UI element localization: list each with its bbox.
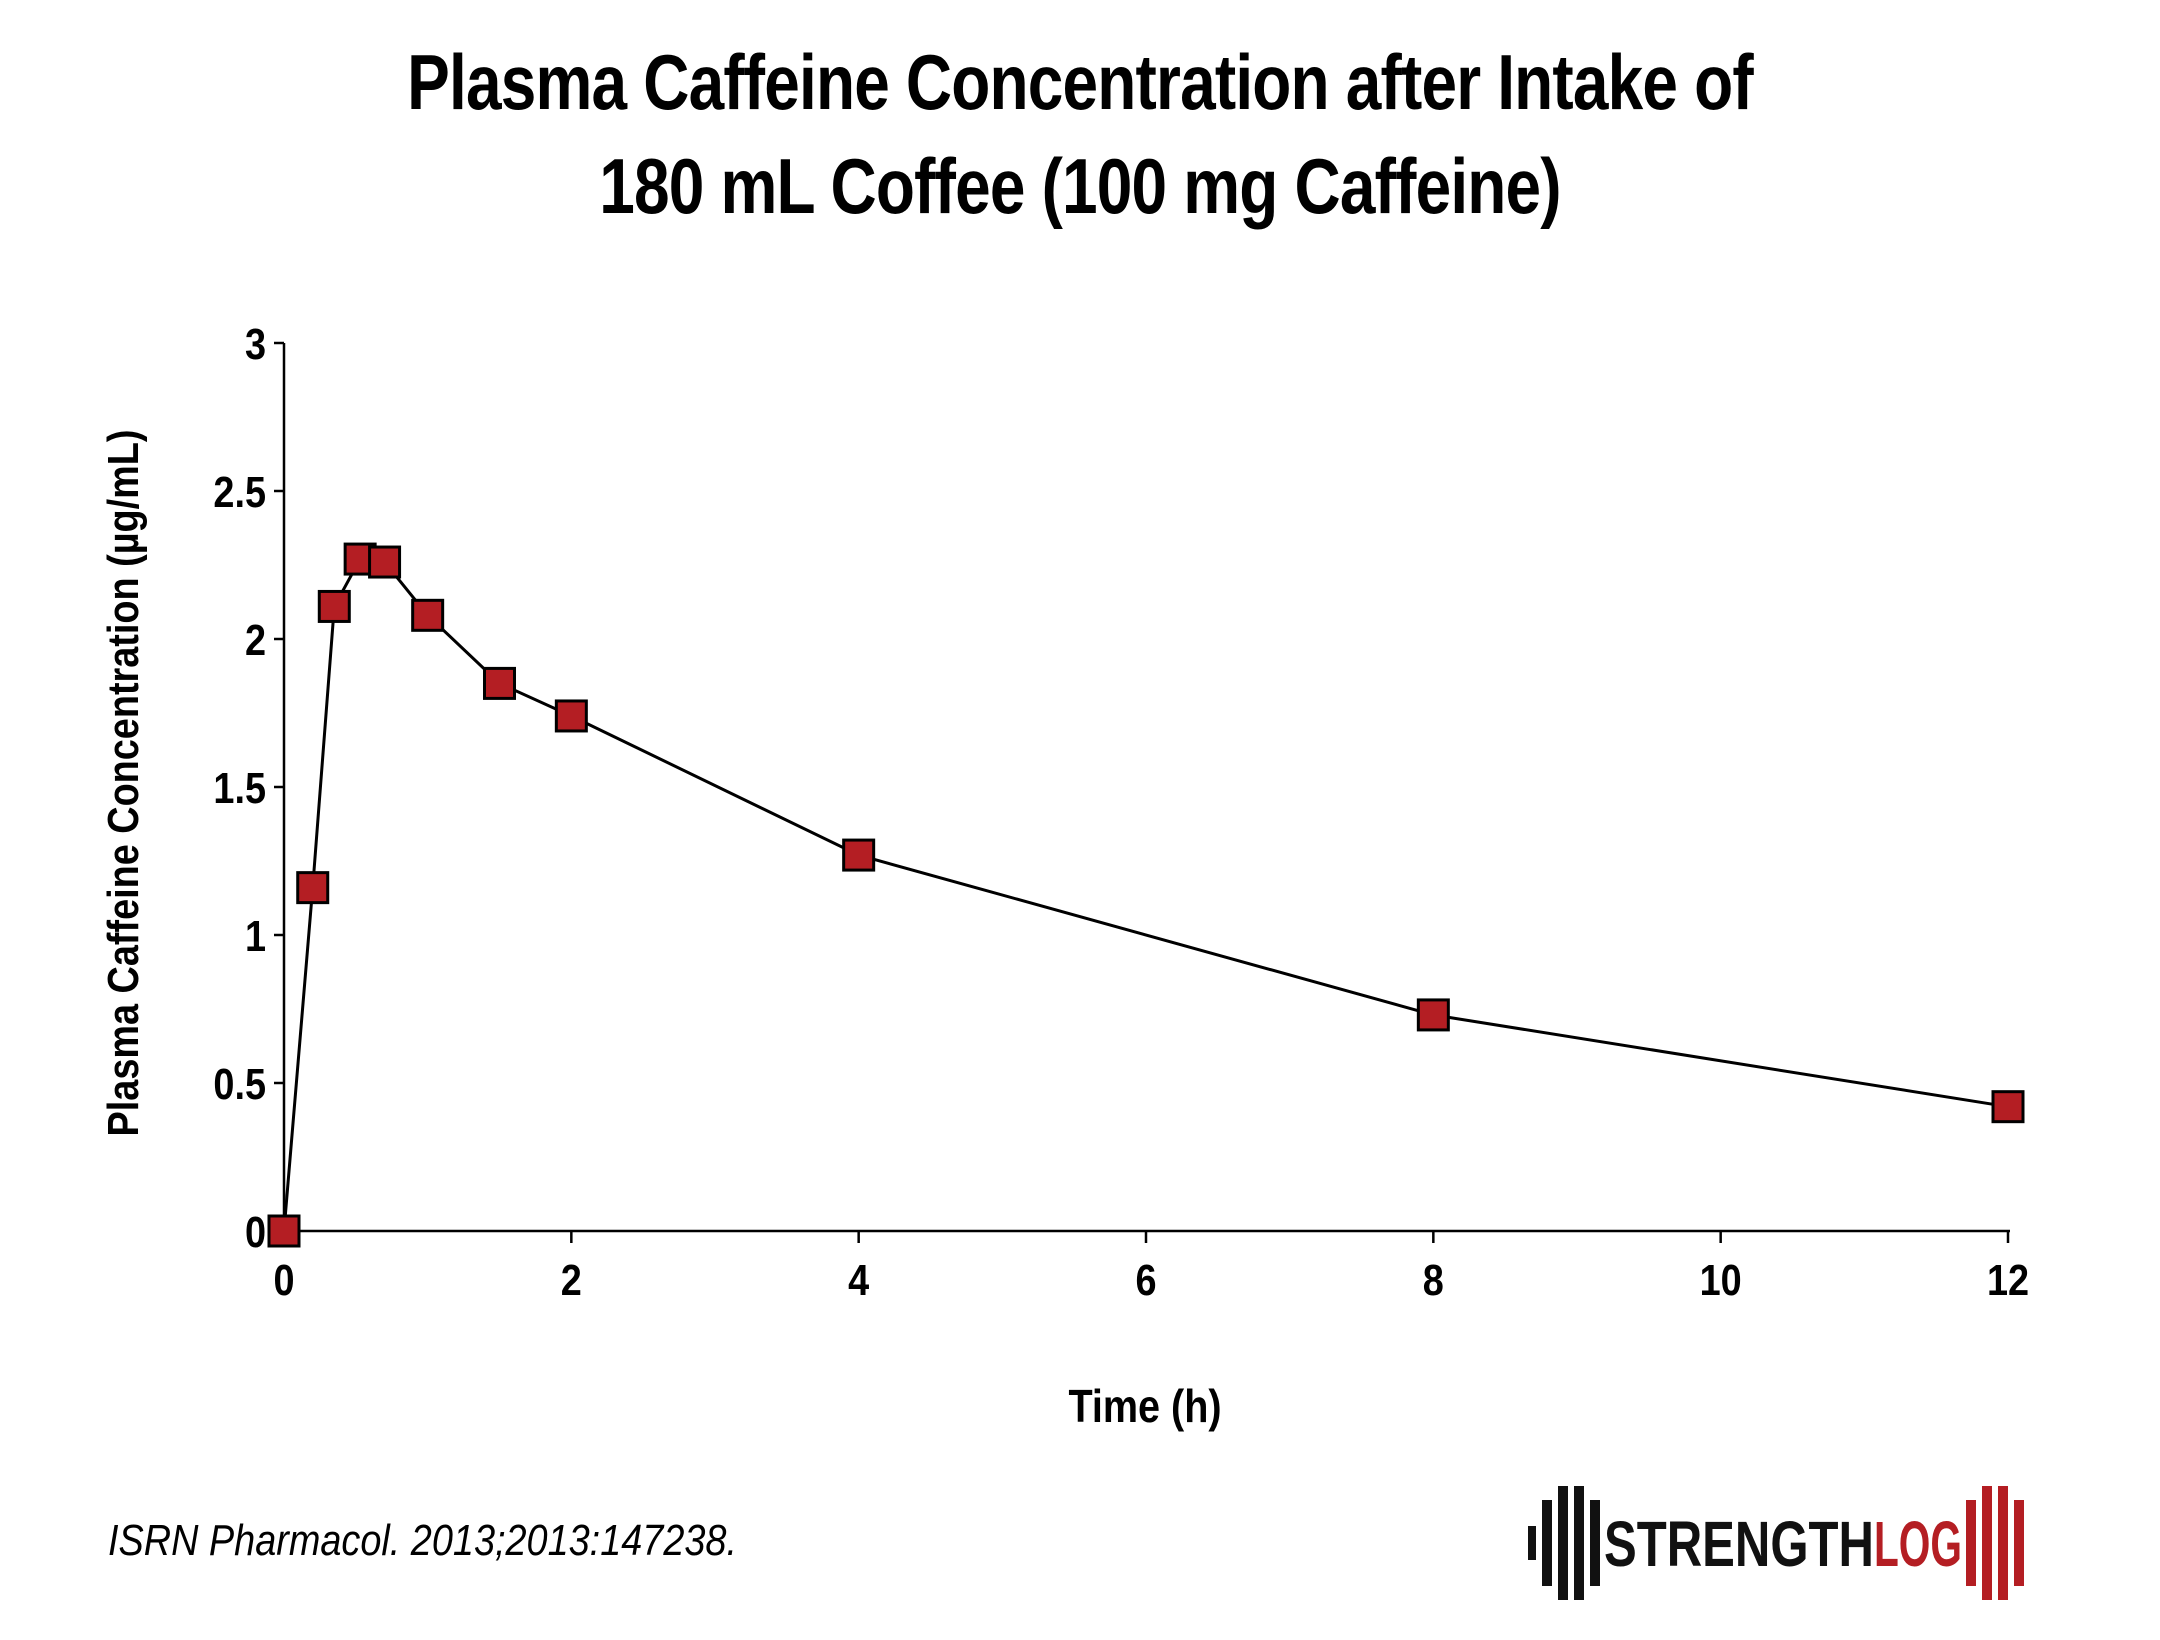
x-tick-label: 0 — [273, 1255, 294, 1304]
data-point-marker — [483, 666, 516, 700]
y-tick-label: 0.5 — [213, 1059, 266, 1108]
x-tick-label: 6 — [1135, 1255, 1156, 1304]
axes: 0 0.5 1 1.5 2 2.5 3 0 2 4 6 8 10 12 — [213, 319, 2029, 1304]
strengthlog-logo[interactable]: STRENGTH LOG — [1528, 1478, 2028, 1608]
y-axis-label: Plasma Caffeine Concentration (µg/mL) — [98, 430, 147, 1137]
data-point-marker — [1416, 998, 1450, 1032]
data-point-marker — [842, 838, 876, 872]
chart-title: Plasma Caffeine Concentration after Inta… — [194, 30, 1965, 238]
y-tick-label: 0 — [245, 1207, 266, 1256]
x-tick-label: 4 — [848, 1255, 869, 1304]
chart-title-line-1: Plasma Caffeine Concentration after Inta… — [407, 38, 1754, 126]
x-axis-label: Time (h) — [1068, 1381, 1221, 1432]
x-tick-label: 10 — [1700, 1255, 1742, 1304]
x-tick-label: 8 — [1423, 1255, 1444, 1304]
series-line — [282, 557, 2009, 1232]
x-tick-label: 12 — [1987, 1255, 2029, 1304]
y-tick-label: 1.5 — [213, 763, 266, 812]
data-point-marker — [317, 589, 351, 623]
chart-title-line-2: 180 mL Coffee (100 mg Caffeine) — [599, 142, 1561, 230]
x-tick-label: 2 — [561, 1255, 582, 1304]
logo-bars-right-icon — [1966, 1486, 2024, 1600]
y-tick-label: 2.5 — [213, 467, 266, 516]
series-line-layer — [282, 557, 2009, 1232]
series-marker-layer — [267, 542, 2025, 1248]
y-tick-label: 3 — [245, 319, 266, 368]
y-tick-label: 2 — [245, 615, 266, 664]
logo-text-strength: STRENGTH — [1604, 1508, 1874, 1580]
data-point-marker — [1991, 1090, 2025, 1124]
data-point-marker — [411, 598, 445, 632]
data-point-marker — [368, 545, 402, 579]
data-point-marker — [296, 871, 330, 905]
citation: ISRN Pharmacol. 2013;2013:147238. — [108, 1516, 737, 1565]
logo-text-log: LOG — [1874, 1508, 1962, 1580]
chart-canvas: 0 0.5 1 1.5 2 2.5 3 0 2 4 6 8 10 12 Time (h) Plasma C… — [98, 319, 2029, 1432]
y-tick-label: 1 — [245, 911, 266, 960]
logo-bars-left-icon — [1528, 1486, 1600, 1600]
data-point-marker — [267, 1214, 301, 1248]
data-point-marker — [554, 699, 588, 733]
